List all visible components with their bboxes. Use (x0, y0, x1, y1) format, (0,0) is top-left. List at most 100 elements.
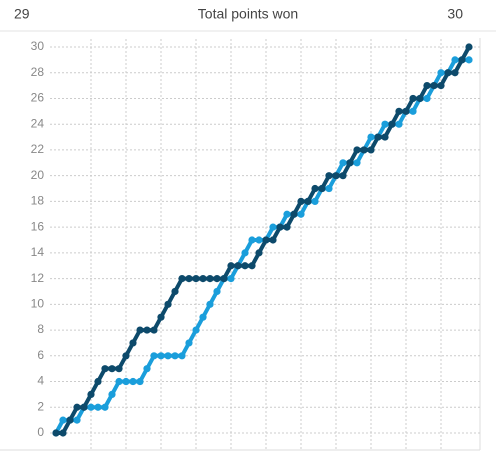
point (52, 429, 60, 437)
point (248, 262, 256, 270)
point (332, 172, 340, 180)
point (318, 184, 326, 193)
point (234, 262, 242, 270)
y-tick-label: 8 (37, 322, 44, 336)
point (290, 210, 298, 218)
point (283, 210, 291, 218)
y-tick-label: 2 (37, 399, 44, 413)
point (388, 120, 396, 128)
point (157, 313, 165, 321)
point (241, 249, 249, 257)
point (80, 403, 88, 411)
point (325, 184, 333, 193)
point (108, 365, 116, 373)
y-tick-label: 24 (31, 116, 45, 130)
y-tick-label: 0 (37, 425, 44, 439)
point (353, 146, 361, 154)
point (451, 56, 459, 64)
y-tick-label: 20 (31, 168, 45, 182)
y-tick-label: 30 (31, 39, 45, 53)
point (87, 390, 95, 398)
y-tick-label: 28 (31, 65, 45, 79)
point (192, 275, 200, 283)
point (101, 365, 109, 373)
point (437, 69, 445, 77)
point (164, 352, 172, 360)
point (381, 133, 389, 141)
point (276, 223, 284, 231)
point (199, 313, 207, 321)
point (206, 275, 214, 283)
point (304, 197, 312, 205)
point (66, 416, 74, 424)
point (150, 326, 158, 334)
point (129, 377, 137, 386)
point (73, 403, 81, 411)
chart-title: Total points won (198, 6, 298, 22)
point (115, 377, 123, 386)
point (353, 159, 361, 167)
point (367, 133, 375, 141)
point (395, 120, 403, 128)
point (367, 146, 375, 154)
point (185, 339, 193, 347)
point (283, 223, 291, 231)
point (94, 377, 102, 386)
point (360, 146, 368, 154)
point (437, 82, 445, 90)
point (409, 94, 417, 103)
point (325, 172, 333, 180)
point (178, 275, 186, 283)
point (346, 159, 354, 167)
point (59, 429, 67, 437)
point (171, 287, 179, 296)
y-tick-label: 16 (31, 219, 45, 233)
point (262, 236, 270, 244)
point (416, 94, 424, 103)
point (213, 287, 221, 296)
point (311, 184, 319, 193)
point (192, 326, 200, 334)
point (402, 107, 410, 115)
point (339, 172, 347, 180)
point (458, 56, 466, 64)
point (444, 69, 452, 77)
point (94, 403, 102, 411)
point (157, 352, 165, 360)
point (255, 249, 263, 257)
y-tick-label: 10 (31, 297, 45, 311)
point (423, 82, 431, 90)
point (171, 352, 179, 360)
point (199, 275, 207, 283)
point (122, 352, 130, 360)
point (185, 275, 193, 283)
y-tick-label: 12 (31, 271, 45, 285)
point (430, 82, 438, 90)
point (465, 56, 473, 64)
point (108, 390, 116, 398)
point (423, 94, 431, 103)
point (248, 236, 256, 244)
point (136, 377, 144, 386)
point (255, 236, 263, 244)
y-tick-label: 6 (37, 348, 44, 362)
point (129, 339, 137, 347)
point (220, 275, 228, 283)
point (311, 197, 319, 205)
point (297, 210, 305, 218)
point (143, 326, 151, 334)
point (381, 120, 389, 128)
point (395, 107, 403, 115)
point (227, 262, 235, 270)
y-tick-label: 22 (31, 142, 45, 156)
point (59, 416, 67, 424)
y-tick-label: 26 (31, 91, 45, 105)
point (143, 365, 151, 373)
series (52, 43, 473, 437)
y-tick-label: 4 (37, 374, 44, 388)
point (241, 262, 249, 270)
y-tick-label: 18 (31, 194, 45, 208)
point (465, 43, 473, 51)
point (115, 365, 123, 373)
